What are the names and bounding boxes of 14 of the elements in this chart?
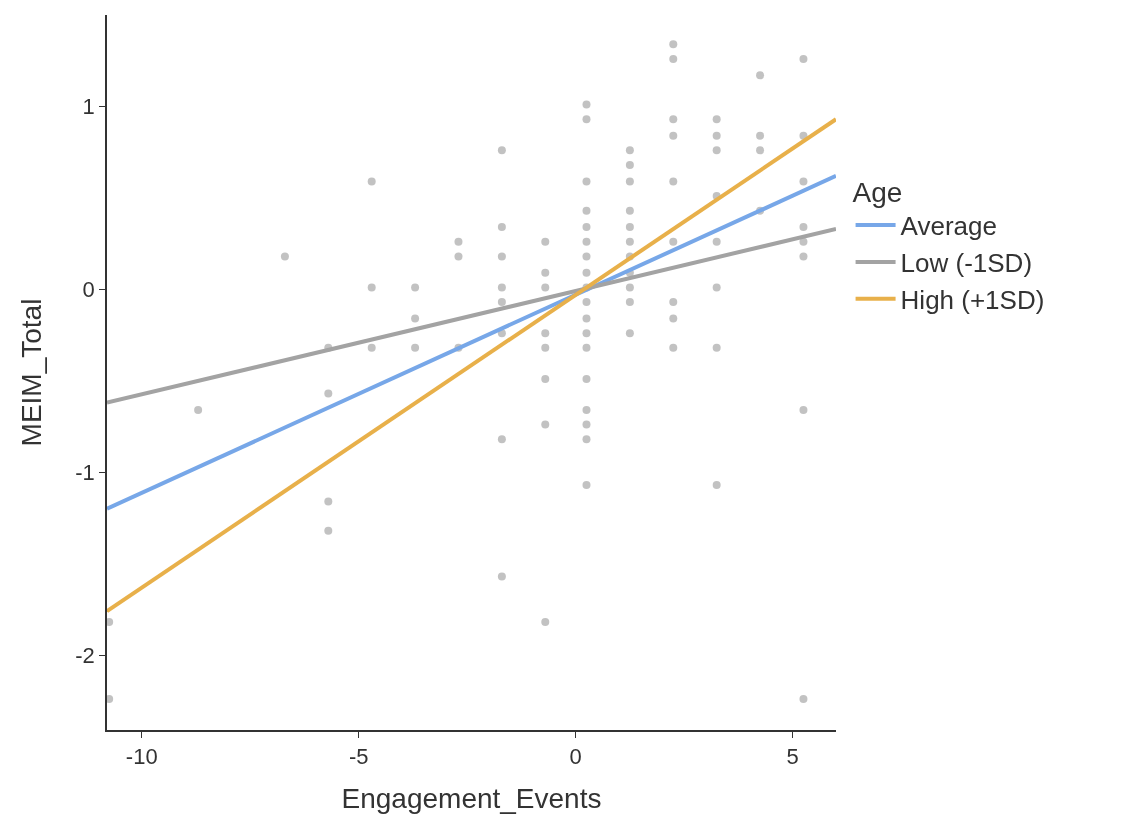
y-tick-label: -2 [75,642,95,668]
x-tick-label: -5 [348,744,369,770]
legend-label: Average [900,211,997,242]
legend-label: High (+1SD) [900,284,1045,315]
x-axis-title: Engagement_Events [341,782,602,814]
y-tick-label: 1 [82,94,95,120]
y-axis-title: MEIM_Total [16,298,48,447]
legend-title: Age [852,176,903,208]
y-tick-label: 0 [82,277,95,302]
x-tick-label: 5 [786,744,799,770]
x-tick-label: -10 [125,744,158,770]
legend-label: Low (-1SD) [900,248,1033,279]
x-tick-label: 0 [569,744,582,770]
y-tick-label: -1 [75,459,95,485]
